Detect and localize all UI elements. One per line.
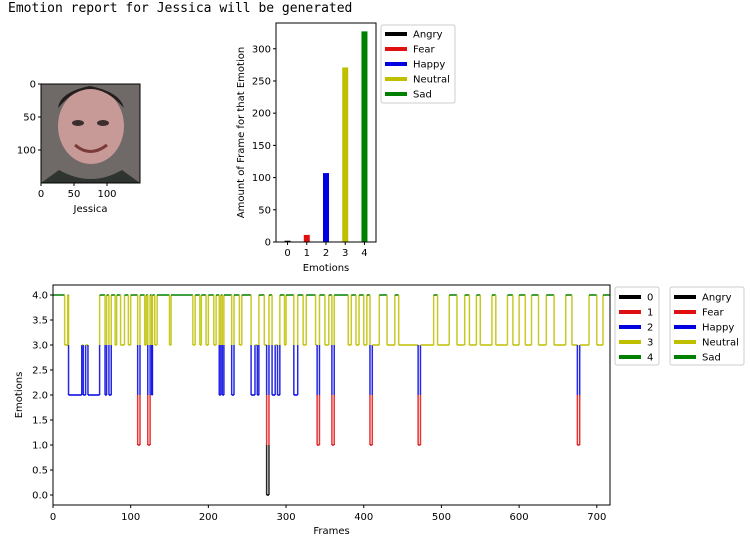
timeline-legend-names-label: Fear <box>702 308 724 319</box>
photo-xlabel: Jessica <box>73 204 108 215</box>
timeline-ytick-label: 1.0 <box>32 441 48 452</box>
timeline-ytick-label: 3.5 <box>32 316 48 327</box>
timeline-xtick-label: 700 <box>587 512 606 523</box>
photo-xtick-label: 0 <box>38 189 44 200</box>
bar-legend-label-sad: Sad <box>413 90 432 101</box>
timeline-xlabel: Frames <box>313 526 349 537</box>
bar-ytick-label: 100 <box>252 173 271 184</box>
bar-angry <box>284 240 291 242</box>
timeline-ylabel: Emotions <box>14 372 25 419</box>
timeline-path <box>53 295 610 495</box>
photo-xtick-label: 100 <box>97 189 116 200</box>
bar-ytick-label: 150 <box>252 141 271 152</box>
bar-xtick-label: 3 <box>342 248 348 259</box>
bar-legend-label-happy: Happy <box>413 60 445 71</box>
bar-ytick-label: 250 <box>252 76 271 87</box>
timeline-xtick-label: 400 <box>354 512 373 523</box>
emotion-timeline-chart: 0 100 200 300 400 500 600 700 0.0 0.5 1.0 1.5 2.0 2.5… <box>14 284 745 537</box>
right-eye <box>97 120 109 126</box>
timeline-legend-index-label: 4 <box>647 353 653 364</box>
bar-legend-label-neutral: Neutral <box>413 75 450 86</box>
timeline-plot-frame <box>52 284 611 506</box>
timeline-legend-names-label: Angry <box>702 293 732 304</box>
face-shape <box>58 88 124 164</box>
smile-shape <box>74 143 108 153</box>
photo-ytick-label: 50 <box>23 113 36 124</box>
face-photo-panel <box>40 83 141 184</box>
timeline-legend-index-label: 0 <box>647 293 653 304</box>
left-eye <box>72 120 84 126</box>
shirt-shape <box>41 170 140 183</box>
photo-ytick-label: 0 <box>30 80 36 91</box>
timeline-legend-names-label: Neutral <box>702 338 739 349</box>
bar-ytick-label: 200 <box>252 109 271 120</box>
timeline-xtick-label: 500 <box>432 512 451 523</box>
bar-ytick-label: 50 <box>258 205 271 216</box>
photo-ytick-label: 100 <box>17 146 36 157</box>
bar-ylabel: Amount of Frame for that Emotion <box>236 47 247 218</box>
bar-legend-label-fear: Fear <box>413 45 435 56</box>
timeline-xtick-label: 0 <box>50 512 56 523</box>
timeline-legend-index-label: 3 <box>647 338 653 349</box>
timeline-legend-names-box <box>669 286 745 366</box>
timeline-xtick-label: 600 <box>510 512 529 523</box>
photo-axes: 0 50 100 0 50 100 Jessica <box>17 80 117 216</box>
bar-legend-box <box>380 24 456 104</box>
emotion-bar-chart: 0 50 100 150 200 250 300 0 1 2 3 4 Emotions Amount of… <box>236 22 456 274</box>
timeline-legend-index-label: 1 <box>647 308 653 319</box>
bar-xtick-label: 4 <box>361 248 367 259</box>
photo-xtick-label: 50 <box>68 189 81 200</box>
bar-neutral <box>342 67 349 242</box>
bar-ytick-label: 300 <box>252 44 271 55</box>
bar-legend-label-angry: Angry <box>413 30 443 41</box>
timeline-ytick-label: 3.0 <box>32 341 48 352</box>
bar-fear <box>303 234 310 242</box>
bar-xtick-label: 0 <box>284 248 290 259</box>
bar-xtick-label: 1 <box>304 248 310 259</box>
report-title: Emotion report for Jessica will be gener… <box>8 1 353 16</box>
timeline-ytick-label: 0.0 <box>32 491 48 502</box>
timeline-ytick-label: 4.0 <box>32 291 48 302</box>
timeline-legend-index-label: 2 <box>647 323 653 334</box>
timeline-xtick-label: 100 <box>121 512 140 523</box>
bar-sad <box>361 31 368 242</box>
timeline-legend-names-label: Sad <box>702 353 721 364</box>
bar-ytick-label: 0 <box>265 238 271 249</box>
timeline-xtick-label: 200 <box>199 512 218 523</box>
timeline-ytick-label: 2.0 <box>32 391 48 402</box>
bar-happy <box>323 173 329 242</box>
photo-frame <box>40 83 141 184</box>
hair-shape <box>58 86 124 108</box>
bar-xlabel: Emotions <box>303 263 350 274</box>
timeline-xtick-label: 300 <box>277 512 296 523</box>
timeline-ytick-label: 0.5 <box>32 466 48 477</box>
bar-plot-frame <box>275 22 377 243</box>
timeline-ytick-label: 2.5 <box>32 366 48 377</box>
timeline-legend-names-label: Happy <box>702 323 734 334</box>
bar-xtick-label: 2 <box>323 248 329 259</box>
timeline-ytick-label: 1.5 <box>32 416 48 427</box>
